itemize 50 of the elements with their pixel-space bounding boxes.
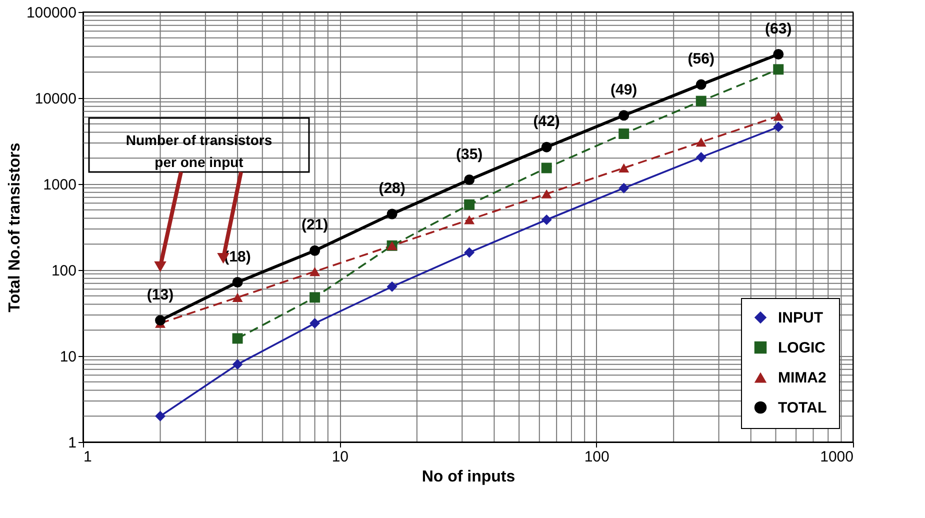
y-tick-label: 1 xyxy=(68,434,76,452)
legend-label: MIMA2 xyxy=(778,370,826,386)
point xyxy=(541,214,552,225)
point xyxy=(696,152,706,162)
point xyxy=(696,138,706,147)
point xyxy=(310,266,320,276)
annotation: (13) xyxy=(146,286,174,304)
y-tick-label: 1000 xyxy=(43,176,76,194)
y-axis-title: Total No.of transistors xyxy=(6,142,24,312)
annotation: (28) xyxy=(378,180,406,197)
point xyxy=(618,110,630,121)
point xyxy=(464,247,475,258)
annotation: (21) xyxy=(301,216,328,234)
point xyxy=(773,49,784,60)
point xyxy=(232,359,243,370)
point xyxy=(232,292,243,302)
point xyxy=(773,112,784,121)
x-tick-label: 1 xyxy=(84,448,92,466)
legend-label: LOGIC xyxy=(778,340,826,356)
x-axis-title: No of inputs xyxy=(422,468,516,486)
annotation: (49) xyxy=(610,81,638,98)
point xyxy=(310,245,320,256)
y-tick-label: 100000 xyxy=(26,4,76,22)
legend-label: INPUT xyxy=(778,310,823,326)
annotation: (42) xyxy=(533,113,560,130)
y-tick-label: 10 xyxy=(60,348,76,366)
point xyxy=(155,315,166,326)
x-tick-label: 10 xyxy=(332,448,349,466)
annotation: (63) xyxy=(765,20,792,38)
point xyxy=(541,189,552,198)
point xyxy=(464,215,475,224)
x-tick-label: 100 xyxy=(584,448,610,466)
annotation: (56) xyxy=(688,50,714,68)
y-tick-label: 100 xyxy=(51,262,76,280)
point xyxy=(696,79,706,90)
point xyxy=(155,410,166,422)
point xyxy=(618,163,630,173)
point xyxy=(464,174,475,185)
annotation: Number of transistors per one input xyxy=(126,132,272,170)
x-tick-label: 1000 xyxy=(820,448,854,466)
legend-label: TOTAL xyxy=(778,400,827,416)
point xyxy=(386,208,398,220)
y-tick-label: 10000 xyxy=(34,90,76,108)
annotation: (35) xyxy=(456,146,483,163)
point xyxy=(773,122,784,132)
point xyxy=(310,318,320,329)
point xyxy=(541,142,552,152)
point xyxy=(618,182,630,194)
point xyxy=(232,277,243,288)
point xyxy=(386,281,398,292)
